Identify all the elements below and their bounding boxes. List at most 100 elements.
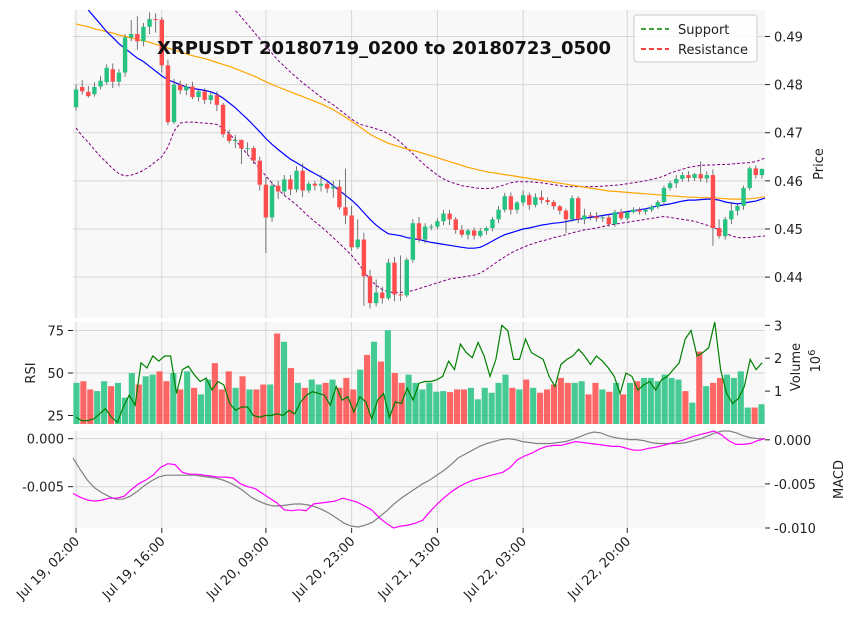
rsi-tick-label: 50 bbox=[47, 367, 64, 382]
candlestick bbox=[441, 209, 446, 226]
candle-body bbox=[367, 276, 373, 304]
candle-body bbox=[637, 209, 642, 212]
candlestick bbox=[612, 209, 618, 227]
candle-body bbox=[337, 186, 342, 208]
candle-body bbox=[416, 223, 422, 240]
price-axis-label: Price bbox=[812, 148, 827, 180]
volume-bar bbox=[274, 333, 281, 424]
volume-bar bbox=[509, 387, 516, 424]
volume-bar bbox=[142, 376, 149, 424]
candlestick bbox=[147, 12, 152, 35]
candlestick bbox=[159, 17, 165, 73]
candle-body bbox=[618, 212, 624, 219]
candle-body bbox=[275, 185, 281, 192]
x-tick-label: Jul 20, 09:00 bbox=[203, 534, 272, 603]
candle-body bbox=[269, 185, 275, 218]
volume-bar bbox=[218, 389, 225, 424]
candlestick bbox=[637, 207, 642, 215]
candlestick bbox=[600, 214, 605, 222]
volume-bar bbox=[315, 384, 322, 424]
candlestick bbox=[361, 232, 367, 306]
candlestick bbox=[165, 59, 171, 126]
volume-bar bbox=[163, 381, 170, 424]
candle-body bbox=[79, 87, 85, 92]
volume-tick-label: 3 bbox=[774, 319, 782, 334]
bollinger-lower-line bbox=[75, 121, 765, 293]
volume-bar bbox=[599, 389, 606, 424]
candle-body bbox=[208, 95, 213, 100]
candlestick bbox=[331, 180, 336, 198]
candle-body bbox=[661, 188, 667, 203]
candlestick bbox=[282, 175, 287, 196]
volume-bar bbox=[758, 404, 765, 424]
candlestick bbox=[214, 91, 220, 112]
candlestick bbox=[373, 279, 379, 307]
volume-bar bbox=[377, 361, 384, 424]
volume-bar bbox=[627, 382, 634, 424]
volume-bar bbox=[495, 382, 502, 424]
candle-body bbox=[545, 200, 550, 203]
volume-bar bbox=[737, 371, 744, 424]
volume-bar bbox=[557, 377, 564, 424]
candlestick bbox=[569, 195, 575, 222]
candle-body bbox=[496, 209, 501, 220]
volume-bar bbox=[689, 402, 696, 424]
volume-bar bbox=[620, 394, 627, 424]
candlestick bbox=[233, 135, 238, 149]
candle-body bbox=[128, 34, 134, 38]
candlestick bbox=[496, 205, 501, 224]
x-tick-label: Jul 19, 02:00 bbox=[14, 534, 83, 603]
candlestick bbox=[367, 269, 373, 309]
candlestick bbox=[355, 219, 360, 250]
candle-body bbox=[398, 294, 403, 296]
volume-bar bbox=[156, 371, 163, 424]
candle-body bbox=[698, 174, 703, 179]
candle-body bbox=[716, 228, 722, 237]
volume-bar bbox=[661, 374, 668, 424]
volume-bar bbox=[592, 382, 599, 424]
candle-body bbox=[318, 183, 324, 186]
volume-bar bbox=[571, 382, 578, 424]
candlestick bbox=[729, 202, 734, 225]
volume-bar bbox=[232, 387, 239, 424]
volume-unit-exponent: 6 bbox=[807, 350, 818, 356]
candle-body bbox=[331, 186, 336, 189]
candlestick bbox=[337, 179, 342, 210]
candlestick bbox=[686, 171, 691, 182]
candlestick bbox=[631, 207, 636, 214]
candle-body bbox=[202, 91, 207, 100]
macd-left-tick-label: 0.000 bbox=[27, 433, 64, 448]
volume-bar bbox=[101, 381, 108, 424]
candle-body bbox=[741, 188, 746, 206]
candlestick bbox=[465, 228, 471, 240]
candle-body bbox=[576, 198, 581, 220]
candle-body bbox=[594, 216, 599, 219]
candle-body bbox=[520, 195, 526, 203]
candle-body bbox=[110, 69, 116, 82]
candlestick bbox=[429, 224, 434, 230]
rsi-line bbox=[75, 321, 763, 424]
candle-body bbox=[153, 19, 158, 21]
candle-body bbox=[729, 210, 734, 220]
candle-body bbox=[582, 215, 587, 220]
volume-bar bbox=[675, 379, 682, 424]
candle-body bbox=[508, 196, 514, 210]
candle-body bbox=[527, 195, 532, 205]
volume-bar bbox=[716, 377, 724, 424]
chart-title: XRPUSDT 20180719_0200 to 20180723_0500 bbox=[157, 38, 611, 59]
volume-bar bbox=[537, 392, 544, 424]
candlestick bbox=[741, 185, 746, 210]
price-tick-label: 0.46 bbox=[774, 175, 803, 190]
volume-bar bbox=[467, 387, 474, 424]
candle-body bbox=[306, 183, 311, 191]
candlestick bbox=[478, 228, 483, 238]
candlestick bbox=[704, 171, 710, 183]
volume-tick-label: 1 bbox=[774, 385, 782, 400]
volume-bar bbox=[149, 374, 156, 424]
candle-body bbox=[429, 226, 434, 228]
candle-body bbox=[759, 168, 765, 176]
volume-bar bbox=[654, 381, 661, 424]
candle-body bbox=[680, 175, 685, 179]
candle-body bbox=[135, 34, 140, 42]
